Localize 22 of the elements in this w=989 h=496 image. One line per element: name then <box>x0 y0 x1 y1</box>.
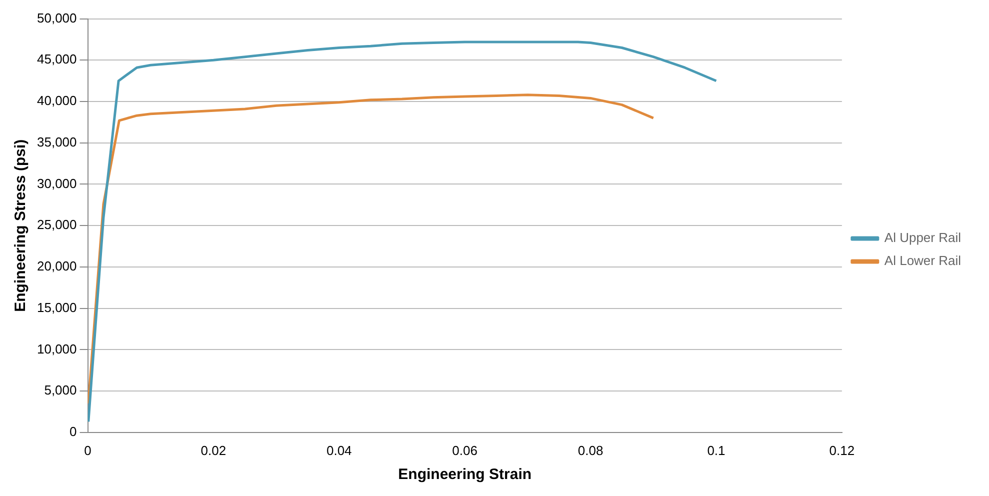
x-axis-title: Engineering Strain <box>398 466 532 484</box>
y-tick-label: 45,000 <box>36 52 77 67</box>
x-tick-label: 0.08 <box>578 442 604 458</box>
y-tick-label: 5,000 <box>44 382 77 398</box>
y-tick-label: 10,000 <box>36 341 77 356</box>
y-tick-label: 25,000 <box>36 217 77 232</box>
y-tick-label: 0 <box>70 424 77 439</box>
y-tick-label: 15,000 <box>36 300 77 315</box>
x-tick-label: 0.02 <box>200 442 226 458</box>
y-tick-label: 40,000 <box>36 93 77 108</box>
legend-label: Al Upper Rail <box>884 230 962 246</box>
x-tick-label: 0.04 <box>326 442 352 458</box>
x-tick-label: 0.06 <box>452 442 478 458</box>
y-axis-title: Engineering Stress (psi) <box>12 139 30 312</box>
x-tick-label: 0.12 <box>829 442 855 458</box>
y-tick-label: 50,000 <box>36 10 77 26</box>
y-tick-label: 20,000 <box>36 258 77 274</box>
y-tick-label: 35,000 <box>36 134 77 150</box>
x-tick-label: 0 <box>84 442 92 458</box>
y-tick-label: 30,000 <box>36 176 77 191</box>
legend-label: Al Lower Rail <box>884 253 962 268</box>
x-tick-label: 0.1 <box>707 442 726 458</box>
